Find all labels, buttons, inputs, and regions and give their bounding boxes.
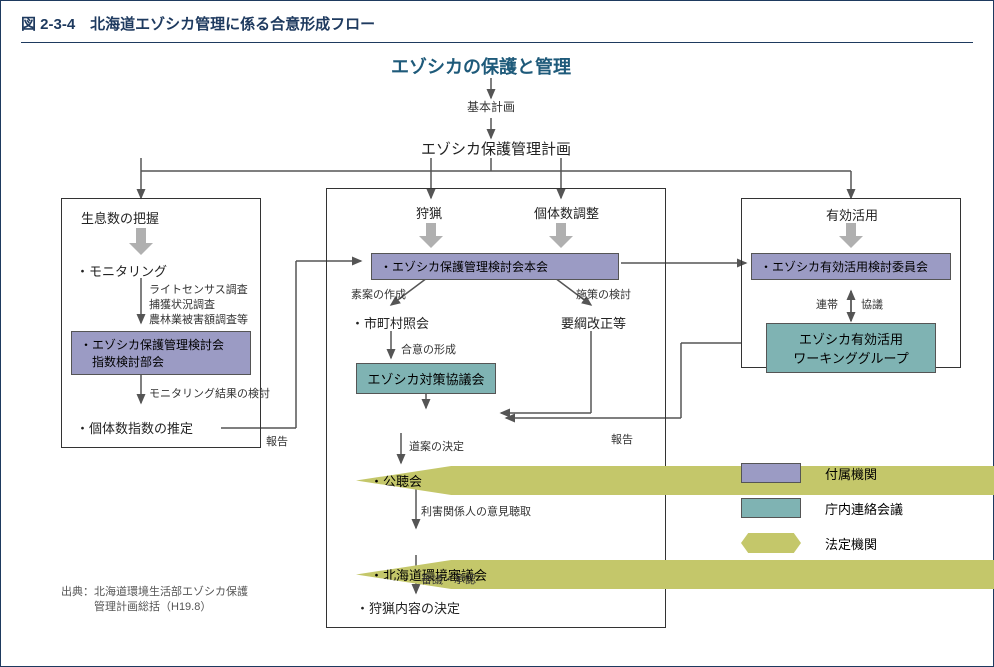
col2-hearing: ・公聴会 [356,466,994,495]
legend-statutory-label: 法定機関 [825,534,877,553]
col1-review: モニタリング結果の検討 [149,385,270,401]
col3-consult: 協議 [861,296,883,312]
col1-survey3: 農林業被害額調査等 [149,311,248,327]
figure-container: 図 2-3-4 北海道エゾシカ管理に係る合意形成フロー [0,0,994,667]
mgmt-plan: エゾシカ保護管理計画 [421,138,571,159]
col1-report: 報告 [266,433,288,449]
col2-decision: 道案の決定 [409,438,464,454]
figure-title: 図 2-3-4 北海道エゾシカ管理に係る合意形成フロー [21,9,973,43]
source-line2: 管理計画総括（H19.8） [61,598,211,614]
col1-estimate: ・個体数指数の推定 [76,418,193,437]
col2-stakeholder: 利害関係人の意見聴取 [421,503,531,519]
legend-affiliated-label: 付属機関 [825,464,877,483]
col2-municipal: ・市町村照会 [351,313,429,332]
legend-swatch-hex [741,533,801,553]
top-main-title: エゾシカの保護と管理 [391,53,571,79]
col2-policy: 施策の検討 [576,286,631,302]
legend-internal-label: 庁内連絡会議 [825,499,903,518]
col3-header: 有効活用 [826,205,878,224]
col1-survey2: 捕獲状況調査 [149,296,215,312]
col1-header: 生息数の把握 [81,208,159,227]
col2-outline: 要綱改正等 [561,313,626,332]
col2-council: エゾシカ対策協議会 [356,363,496,394]
col3-coop: 連帯 [816,296,838,312]
col2-final: ・狩猟内容の決定 [356,598,460,617]
legend-swatch-teal [741,498,801,518]
basic-plan-label: 基本計画 [467,98,515,115]
col2-popadjust: 個体数調整 [534,203,599,222]
legend-statutory: 法定機関 [741,533,877,553]
col2-consensus: 合意の形成 [401,341,456,357]
source-line1: 出典：北海道環境生活部エゾシカ保護 [61,583,248,599]
col1-committee: ・エゾシカ保護管理検討会 指数検討部会 [71,331,251,375]
col2-draft: 素案の作成 [351,286,406,302]
legend-internal: 庁内連絡会議 [741,498,903,518]
col3-wg: エゾシカ有効活用 ワーキンググループ [766,323,936,373]
col1-monitoring: ・モニタリング [76,261,167,280]
legend-affiliated: 付属機関 [741,463,877,483]
flow-diagram: エゾシカの保護と管理 基本計画 エゾシカ保護管理計画 生息数の把握 ・モニタリン… [21,43,973,643]
col2-report: 報告 [611,431,633,447]
col2-approve: 審議・承認 [421,571,476,587]
col1-survey1: ライトセンサス調査 [149,281,248,297]
col2-main-committee: ・エゾシカ保護管理検討会本会 [371,253,619,280]
col3-committee: ・エゾシカ有効活用検討委員会 [751,253,951,280]
legend-swatch-purple [741,463,801,483]
col2-hunt: 狩猟 [416,203,442,222]
